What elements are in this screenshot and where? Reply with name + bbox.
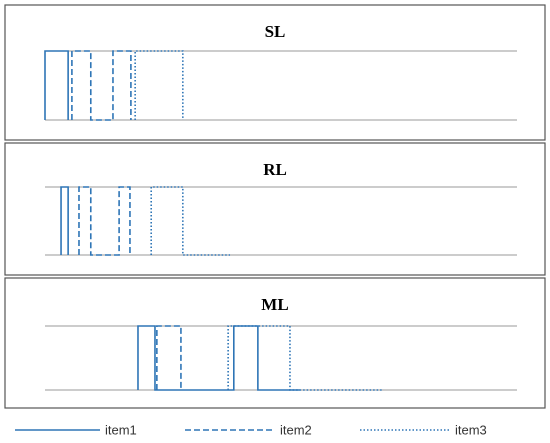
- panel-frame: [4, 142, 546, 276]
- series-line: [71, 50, 132, 121]
- legend-label: item2: [280, 422, 312, 437]
- panel-frame: [4, 4, 546, 141]
- panel-title: RL: [263, 160, 287, 179]
- panel-title: ML: [261, 295, 288, 314]
- series-line: [44, 50, 69, 120]
- series-line: [134, 50, 184, 120]
- series-line: [78, 186, 131, 256]
- series-line: [227, 325, 383, 391]
- legend-label: item3: [455, 422, 487, 437]
- series-line: [156, 325, 182, 390]
- panel-frame: [4, 277, 546, 409]
- series-line: [137, 325, 300, 391]
- series-line: [60, 186, 69, 255]
- panel-title: SL: [265, 22, 286, 41]
- legend-label: item1: [105, 422, 137, 437]
- series-line: [150, 186, 231, 256]
